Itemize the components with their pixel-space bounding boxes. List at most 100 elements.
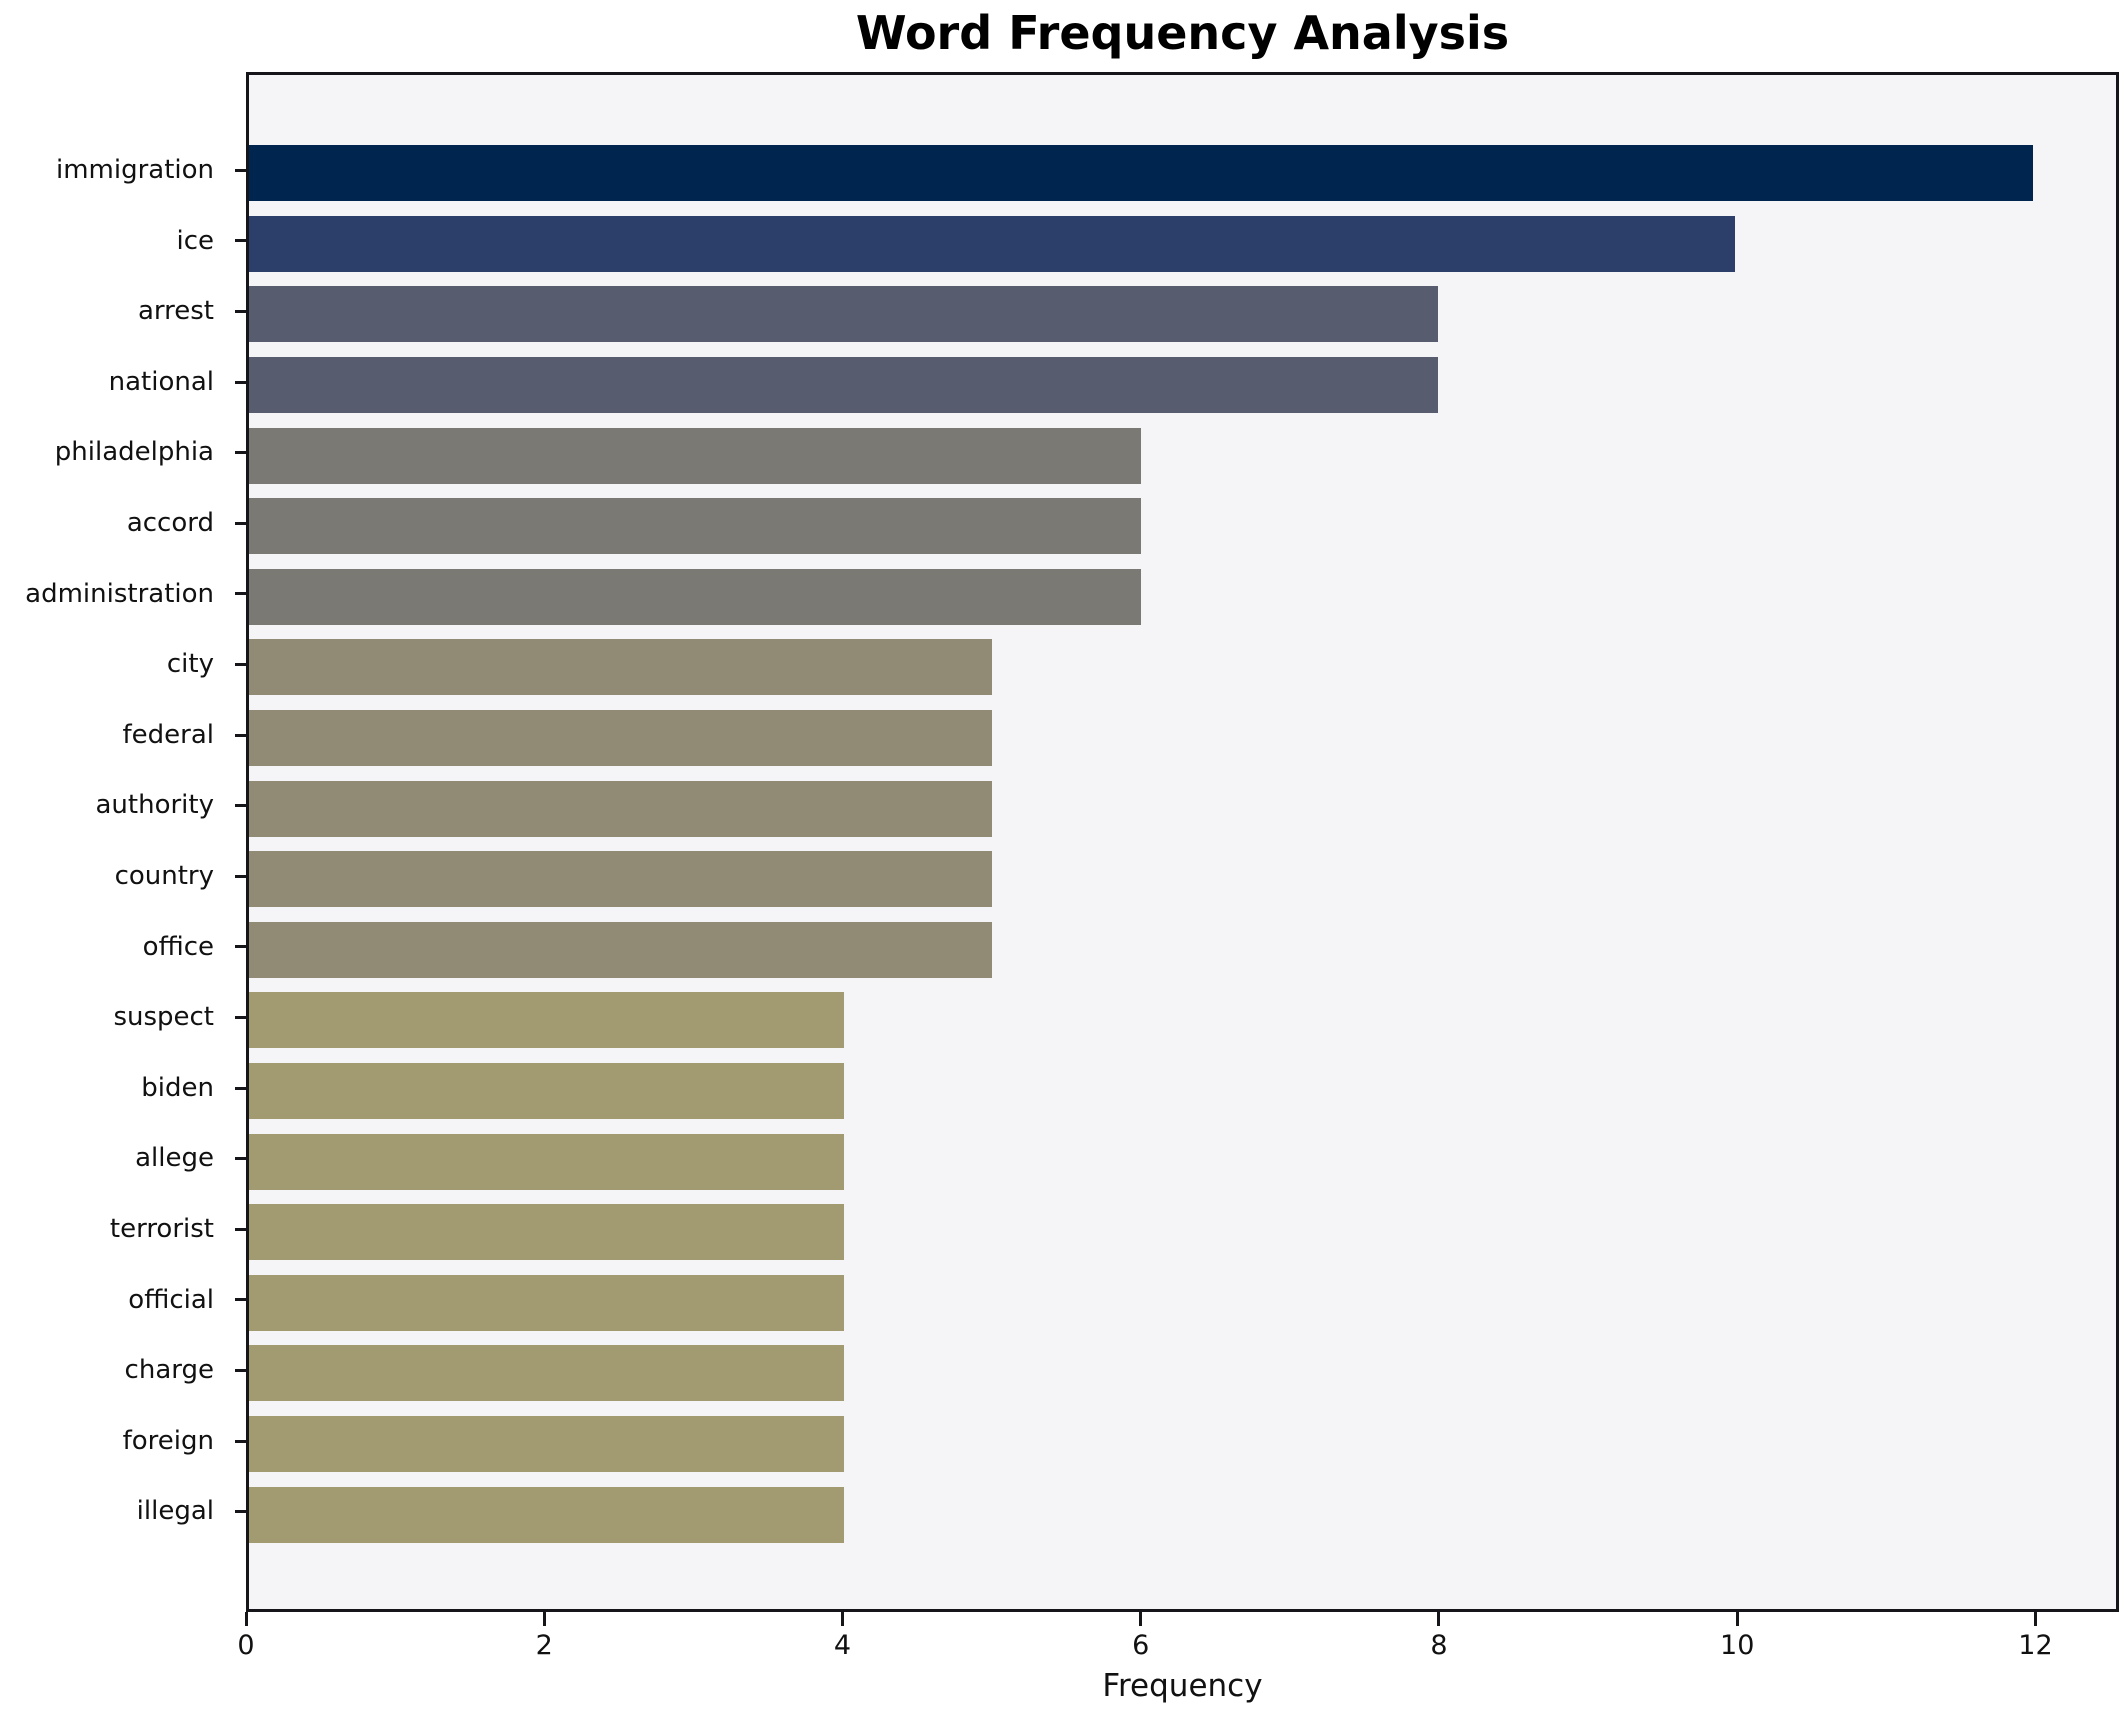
- y-tick-mark-terrorist: [235, 1227, 246, 1231]
- y-tick-mark-immigration: [235, 168, 246, 172]
- bar-row-illegal: [249, 1479, 2116, 1550]
- x-tick-mark-12: [2033, 1612, 2037, 1626]
- y-tick-label-biden: biden: [141, 1072, 214, 1103]
- y-tick-mark-accord: [235, 521, 246, 525]
- bar-row-accord: [249, 491, 2116, 562]
- x-tick-label-12: 12: [2018, 1630, 2053, 1661]
- bar-row-terrorist: [249, 1197, 2116, 1268]
- y-tick-label-city: city: [166, 649, 214, 680]
- bar-row-office: [249, 915, 2116, 986]
- y-tick-mark-illegal: [235, 1510, 246, 1514]
- bar-row-federal: [249, 703, 2116, 774]
- bar-official: [249, 1274, 844, 1331]
- bar-row-foreign: [249, 1409, 2116, 1480]
- bar-row-ice: [249, 209, 2116, 280]
- y-tick-mark-national: [235, 380, 246, 384]
- x-tick-mark-6: [1139, 1612, 1143, 1626]
- y-tick-mark-country: [235, 874, 246, 878]
- plot-area: [246, 72, 2119, 1612]
- bar-row-city: [249, 632, 2116, 703]
- y-tick-mark-biden: [235, 1086, 246, 1090]
- y-tick-mark-arrest: [235, 310, 246, 313]
- y-tick-mark-foreign: [235, 1439, 246, 1443]
- bar-terrorist: [249, 1204, 844, 1261]
- x-tick-label-2: 2: [535, 1630, 553, 1661]
- y-tick-label-terrorist: terrorist: [109, 1214, 214, 1244]
- x-axis: 0 2 4 6 8 10 12: [237, 1612, 2119, 1672]
- y-tick-label-illegal: illegal: [136, 1496, 214, 1527]
- y-tick-label-national: national: [108, 366, 214, 397]
- x-tick-label-10: 10: [1720, 1630, 1755, 1661]
- x-tick-mark-8: [1437, 1612, 1441, 1626]
- y-tick-label-federal: federal: [122, 719, 215, 750]
- y-tick-label-office: office: [142, 931, 214, 962]
- y-tick-mark-administration: [235, 592, 246, 596]
- y-tick-mark-philadelphia: [235, 451, 246, 455]
- y-tick-label-official: official: [128, 1284, 214, 1315]
- bar-ice: [249, 215, 1736, 272]
- bar-row-arrest: [249, 279, 2116, 350]
- bar-row-charge: [249, 1338, 2116, 1409]
- y-tick-mark-office: [235, 945, 246, 949]
- y-tick-label-philadelphia: philadelphia: [54, 437, 214, 468]
- bar-row-biden: [249, 1056, 2116, 1127]
- x-tick-label-6: 6: [1132, 1630, 1150, 1661]
- y-tick-label-suspect: suspect: [113, 1002, 214, 1033]
- x-tick-label-8: 8: [1430, 1630, 1448, 1661]
- bar-immigration: [249, 145, 2033, 202]
- bar-row-national: [249, 350, 2116, 421]
- bar-illegal: [249, 1486, 844, 1543]
- bar-row-authority: [249, 773, 2116, 844]
- bar-row-allege: [249, 1126, 2116, 1197]
- x-tick-mark-2: [542, 1612, 546, 1626]
- y-tick-label-arrest: arrest: [137, 296, 214, 327]
- y-tick-label-ice: ice: [176, 225, 214, 256]
- y-tick-mark-suspect: [235, 1016, 246, 1019]
- y-tick-label-immigration: immigration: [55, 155, 214, 185]
- bar-biden: [249, 1063, 844, 1120]
- bar-foreign: [249, 1416, 844, 1473]
- y-axis-labels: immigration ice arrest national philadelphia…: [0, 72, 230, 1612]
- y-tick-label-allege: allege: [135, 1143, 214, 1174]
- bar-row-country: [249, 844, 2116, 915]
- bar-charge: [249, 1345, 844, 1402]
- bar-federal: [249, 710, 993, 767]
- y-tick-label-authority: authority: [95, 790, 215, 821]
- y-tick-mark-official: [235, 1298, 246, 1302]
- y-tick-mark-authority: [235, 804, 246, 808]
- bar-philadelphia: [249, 427, 1141, 484]
- y-tick-mark-charge: [235, 1369, 246, 1372]
- bar-row-suspect: [249, 985, 2116, 1056]
- chart-title: Word Frequency Analysis: [855, 6, 1510, 60]
- x-tick-label-0: 0: [237, 1630, 255, 1661]
- y-tick-label-administration: administration: [25, 578, 214, 609]
- x-tick-mark-4: [840, 1612, 844, 1626]
- bar-administration: [249, 568, 1141, 625]
- bar-row-philadelphia: [249, 420, 2116, 491]
- x-axis-label: Frequency: [1102, 1668, 1263, 1704]
- bar-row-official: [249, 1268, 2116, 1339]
- y-tick-label-charge: charge: [124, 1355, 214, 1386]
- y-axis-tick-marks: [235, 72, 246, 1612]
- bar-authority: [249, 780, 993, 837]
- y-tick-mark-federal: [235, 733, 246, 737]
- y-tick-mark-city: [235, 663, 246, 666]
- bar-accord: [249, 498, 1141, 555]
- bar-allege: [249, 1133, 844, 1190]
- bar-city: [249, 639, 993, 696]
- y-tick-mark-allege: [235, 1157, 246, 1161]
- bar-suspect: [249, 992, 844, 1049]
- y-tick-label-country: country: [114, 861, 214, 891]
- x-tick-mark-0: [244, 1612, 248, 1626]
- bar-arrest: [249, 286, 1439, 343]
- bar-national: [249, 357, 1439, 414]
- bar-row-immigration: [249, 138, 2116, 209]
- y-tick-label-foreign: foreign: [122, 1425, 214, 1456]
- bar-office: [249, 921, 993, 978]
- bar-row-administration: [249, 562, 2116, 633]
- x-tick-mark-10: [1735, 1612, 1739, 1626]
- bar-country: [249, 851, 993, 908]
- x-tick-label-4: 4: [833, 1630, 852, 1661]
- y-tick-label-accord: accord: [126, 508, 214, 538]
